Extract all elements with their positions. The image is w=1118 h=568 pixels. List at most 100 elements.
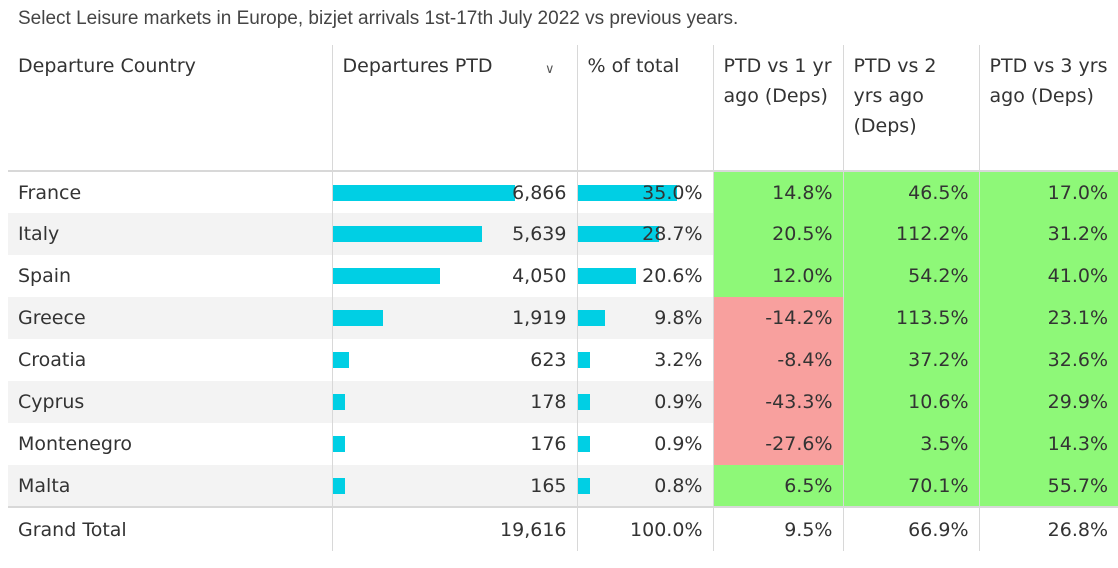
vs-1yr-cell: -43.3% bbox=[712, 381, 843, 423]
departures-cell: 623 bbox=[331, 339, 577, 381]
table-row[interactable]: Greece 1,919 9.8% -14.2% 113.5% 23.1% bbox=[8, 297, 1118, 339]
header-vs-1yr[interactable]: PTD vs 1 yr ago (Deps) bbox=[712, 45, 843, 172]
total-vs-1yr-cell: 9.5% bbox=[712, 506, 843, 551]
pct-total-cell-value: 3.2% bbox=[654, 349, 703, 371]
table-row[interactable]: Italy 5,639 28.7% 20.5% 112.2% 31.2% bbox=[8, 213, 1118, 255]
pct-total-cell-value: 28.7% bbox=[642, 223, 703, 245]
country-cell: France bbox=[18, 181, 82, 204]
country-cell: Italy bbox=[8, 213, 332, 255]
departures-cell-value: 178 bbox=[530, 391, 567, 413]
pct-total-cell-value: 35.0% bbox=[642, 181, 703, 204]
departures-cell: 178 bbox=[331, 381, 577, 423]
grand-total-row[interactable]: Grand Total 19,616 100.0% 9.5% 66.9% 26.8% bbox=[8, 506, 1118, 551]
pct-total-cell: 9.8% bbox=[576, 297, 713, 339]
table-row[interactable]: Spain 4,050 20.6% 12.0% 54.2% 41.0% bbox=[8, 255, 1118, 297]
departures-cell: 6,866 bbox=[331, 171, 577, 213]
header-departures-label: Departures PTD bbox=[342, 55, 493, 77]
header-pct-total[interactable]: % of total bbox=[576, 45, 713, 172]
vs-3yrs-cell: 17.0% bbox=[978, 171, 1118, 213]
table-row[interactable]: Montenegro 176 0.9% -27.6% 3.5% 14.3% bbox=[8, 423, 1118, 465]
vs-2yrs-cell: 54.2% bbox=[842, 255, 979, 297]
vs-2yrs-cell: 10.6% bbox=[842, 381, 979, 423]
header-vs-3yrs[interactable]: PTD vs 3 yrs ago (Deps) bbox=[978, 45, 1118, 172]
departures-cell-value: 165 bbox=[530, 474, 567, 497]
vs-2yrs-cell: 113.5% bbox=[842, 297, 979, 339]
vs-3yrs-cell: 31.2% bbox=[978, 213, 1118, 255]
departures-cell: 1,919 bbox=[331, 297, 577, 339]
country-cell: Cyprus bbox=[8, 381, 332, 423]
header-vs-2yrs[interactable]: PTD vs 2 yrs ago (Deps) bbox=[842, 45, 979, 172]
departures-bar bbox=[332, 226, 482, 242]
table-caption: Select Leisure markets in Europe, bizjet… bbox=[18, 8, 739, 29]
vs-1yr-cell: -8.4% bbox=[712, 339, 843, 381]
country-cell: Greece bbox=[8, 297, 332, 339]
departures-cell: 4,050 bbox=[331, 255, 577, 297]
vs-3yrs-cell: 55.7% bbox=[978, 465, 1118, 507]
departures-bar bbox=[332, 394, 345, 410]
header-country[interactable]: Departure Country bbox=[8, 45, 332, 172]
vs-1yr-cell: -14.2% bbox=[712, 297, 843, 339]
table-row[interactable]: Malta 165 0.8% 6.5% 70.1% 55.7% bbox=[8, 465, 1118, 507]
vs-3yrs-cell: 14.3% bbox=[978, 423, 1118, 465]
vs-3yrs-cell: 41.0% bbox=[978, 255, 1118, 297]
departures-cell: 5,639 bbox=[331, 213, 577, 255]
country-cell: Malta bbox=[8, 465, 332, 507]
pct-total-cell: 0.9% bbox=[576, 381, 713, 423]
pct-total-cell: 0.9% bbox=[576, 423, 713, 465]
pct-total-cell: 3.2% bbox=[576, 339, 713, 381]
total-departures-cell: 19,616 bbox=[331, 506, 577, 551]
sort-descending-icon[interactable]: ∨ bbox=[544, 62, 555, 77]
vs-1yr-cell: 14.8% bbox=[712, 171, 843, 213]
vs-2yrs-cell: 46.5% bbox=[842, 171, 979, 213]
total-pct-cell: 100.0% bbox=[576, 506, 713, 551]
pct-total-bar bbox=[577, 352, 590, 368]
pct-total-bar bbox=[577, 185, 677, 201]
vs-3yrs-cell: 32.6% bbox=[978, 339, 1118, 381]
departures-cell-value: 4,050 bbox=[512, 265, 567, 287]
vs-2yrs-cell: 3.5% bbox=[842, 423, 979, 465]
vs-3yrs-cell: 29.9% bbox=[978, 381, 1118, 423]
departures-bar bbox=[332, 185, 515, 201]
pct-total-bar bbox=[577, 226, 659, 242]
country-cell: Montenegro bbox=[18, 433, 133, 455]
departures-cell-value: 176 bbox=[530, 433, 567, 455]
pct-total-cell-value: 9.8% bbox=[654, 307, 703, 329]
pct-total-cell-value: 0.9% bbox=[654, 433, 703, 455]
total-country-cell: Grand Total bbox=[8, 506, 332, 551]
header-row: Departure Country Departures PTD ∨ % of t… bbox=[8, 45, 1118, 172]
departures-bar bbox=[332, 268, 440, 284]
departures-cell: 176 bbox=[331, 423, 577, 465]
pct-total-bar bbox=[577, 310, 606, 326]
table-row[interactable]: Croatia 623 3.2% -8.4% 37.2% 32.6% bbox=[8, 339, 1118, 381]
vs-1yr-cell: -27.6% bbox=[712, 423, 843, 465]
pct-total-cell-value: 20.6% bbox=[642, 265, 703, 287]
header-departures[interactable]: Departures PTD ∨ bbox=[331, 45, 577, 172]
pct-total-bar bbox=[577, 268, 636, 284]
pct-total-cell-value: 0.9% bbox=[654, 391, 703, 413]
pct-total-cell: 20.6% bbox=[576, 255, 713, 297]
table-row[interactable]: France 6,866 35.0% 14.8% 46.5% 17.0% bbox=[8, 171, 1118, 213]
pct-total-cell: 35.0% bbox=[576, 171, 713, 213]
departures-bar bbox=[332, 478, 345, 494]
vs-2yrs-cell: 112.2% bbox=[842, 213, 979, 255]
pct-total-bar bbox=[577, 436, 590, 452]
departures-cell-value: 6,866 bbox=[512, 181, 567, 204]
table-body: France 6,866 35.0% 14.8% 46.5% 17.0% Italy 5,63… bbox=[8, 171, 1118, 551]
vs-1yr-cell: 20.5% bbox=[712, 213, 843, 255]
pct-total-cell-value: 0.8% bbox=[654, 474, 703, 497]
departures-cell: 165 bbox=[331, 465, 577, 507]
country-cell: Croatia bbox=[18, 349, 87, 371]
leisure-markets-table: Departure Country Departures PTD ∨ % of t… bbox=[8, 45, 1118, 551]
pct-total-cell: 0.8% bbox=[576, 465, 713, 507]
departures-bar bbox=[332, 352, 349, 368]
country-cell: Spain bbox=[18, 265, 72, 287]
pct-total-bar bbox=[577, 478, 590, 494]
table-row[interactable]: Cyprus 178 0.9% -43.3% 10.6% 29.9% bbox=[8, 381, 1118, 423]
departures-cell-value: 623 bbox=[530, 349, 567, 371]
vs-1yr-cell: 12.0% bbox=[712, 255, 843, 297]
pct-total-cell: 28.7% bbox=[576, 213, 713, 255]
departures-bar bbox=[332, 310, 384, 326]
departures-cell-value: 1,919 bbox=[512, 307, 567, 329]
vs-2yrs-cell: 70.1% bbox=[842, 465, 979, 507]
total-vs-2yrs-cell: 66.9% bbox=[842, 506, 979, 551]
